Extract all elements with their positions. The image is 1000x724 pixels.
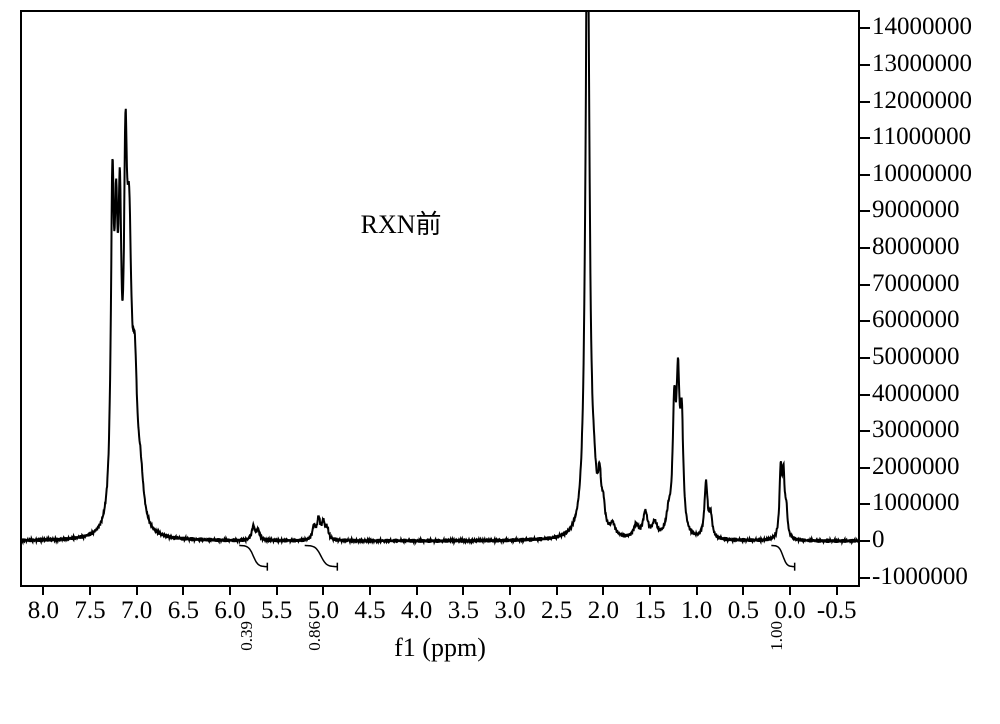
y-tick-label: 9000000 bbox=[872, 196, 960, 224]
x-tick-label: 0.5 bbox=[728, 597, 759, 625]
x-tick-label: 5.5 bbox=[261, 597, 292, 625]
y-tick bbox=[860, 577, 870, 579]
y-tick-label: -1000000 bbox=[872, 563, 968, 591]
x-tick-label: -0.5 bbox=[817, 597, 857, 625]
y-tick bbox=[860, 394, 870, 396]
y-tick-label: 4000000 bbox=[872, 380, 960, 408]
y-tick-label: 11000000 bbox=[872, 123, 971, 151]
x-tick bbox=[602, 585, 604, 595]
y-tick-label: 1000000 bbox=[872, 489, 960, 517]
y-tick bbox=[860, 64, 870, 66]
x-tick-label: 3.0 bbox=[494, 597, 525, 625]
integral-value: 0.39 bbox=[237, 621, 257, 651]
x-tick bbox=[89, 585, 91, 595]
y-tick bbox=[860, 467, 870, 469]
x-tick bbox=[509, 585, 511, 595]
x-tick bbox=[556, 585, 558, 595]
x-tick bbox=[462, 585, 464, 595]
y-tick bbox=[860, 137, 870, 139]
x-tick-label: 6.5 bbox=[168, 597, 199, 625]
y-tick bbox=[860, 210, 870, 212]
x-tick bbox=[369, 585, 371, 595]
annotation-text: RXN前 bbox=[361, 204, 442, 241]
integral-value: 1.00 bbox=[767, 621, 787, 651]
x-tick-label: 4.0 bbox=[401, 597, 432, 625]
y-tick bbox=[860, 540, 870, 542]
integral-value: 0.86 bbox=[305, 621, 325, 651]
x-tick-label: 4.5 bbox=[354, 597, 385, 625]
y-tick bbox=[860, 174, 870, 176]
y-tick-label: 6000000 bbox=[872, 306, 960, 334]
y-tick-label: 7000000 bbox=[872, 270, 960, 298]
x-tick-label: 7.5 bbox=[74, 597, 105, 625]
nmr-chart: -1000000 0 1000000 2000000 3000000 4000000 500… bbox=[0, 0, 1000, 724]
x-tick-label: 1.0 bbox=[681, 597, 712, 625]
y-tick bbox=[860, 101, 870, 103]
x-tick bbox=[182, 585, 184, 595]
y-tick bbox=[860, 284, 870, 286]
x-tick bbox=[742, 585, 744, 595]
y-tick-label: 13000000 bbox=[872, 50, 972, 78]
y-tick-label: 10000000 bbox=[872, 160, 972, 188]
y-tick bbox=[860, 430, 870, 432]
x-tick-label: 8.0 bbox=[28, 597, 59, 625]
y-tick-label: 2000000 bbox=[872, 453, 960, 481]
x-tick bbox=[416, 585, 418, 595]
x-tick-label: 1.5 bbox=[634, 597, 665, 625]
x-axis-line bbox=[20, 585, 860, 587]
y-tick-label: 14000000 bbox=[872, 13, 972, 41]
x-tick bbox=[696, 585, 698, 595]
x-axis-label: f1 (ppm) bbox=[394, 633, 486, 663]
y-tick-label: 0 bbox=[872, 526, 885, 554]
x-tick bbox=[136, 585, 138, 595]
y-tick bbox=[860, 320, 870, 322]
y-tick-label: 5000000 bbox=[872, 343, 960, 371]
x-tick-label: 2.0 bbox=[588, 597, 619, 625]
y-tick bbox=[860, 27, 870, 29]
x-tick-label: 7.0 bbox=[121, 597, 152, 625]
x-tick bbox=[276, 585, 278, 595]
x-tick bbox=[322, 585, 324, 595]
y-tick-label: 3000000 bbox=[872, 416, 960, 444]
x-tick bbox=[789, 585, 791, 595]
x-tick bbox=[42, 585, 44, 595]
x-tick bbox=[836, 585, 838, 595]
y-tick bbox=[860, 357, 870, 359]
x-tick-label: 3.5 bbox=[448, 597, 479, 625]
x-tick bbox=[649, 585, 651, 595]
x-tick-label: 2.5 bbox=[541, 597, 572, 625]
y-tick-label: 12000000 bbox=[872, 87, 972, 115]
x-tick bbox=[229, 585, 231, 595]
y-tick bbox=[860, 503, 870, 505]
y-tick bbox=[860, 247, 870, 249]
y-tick-label: 8000000 bbox=[872, 233, 960, 261]
